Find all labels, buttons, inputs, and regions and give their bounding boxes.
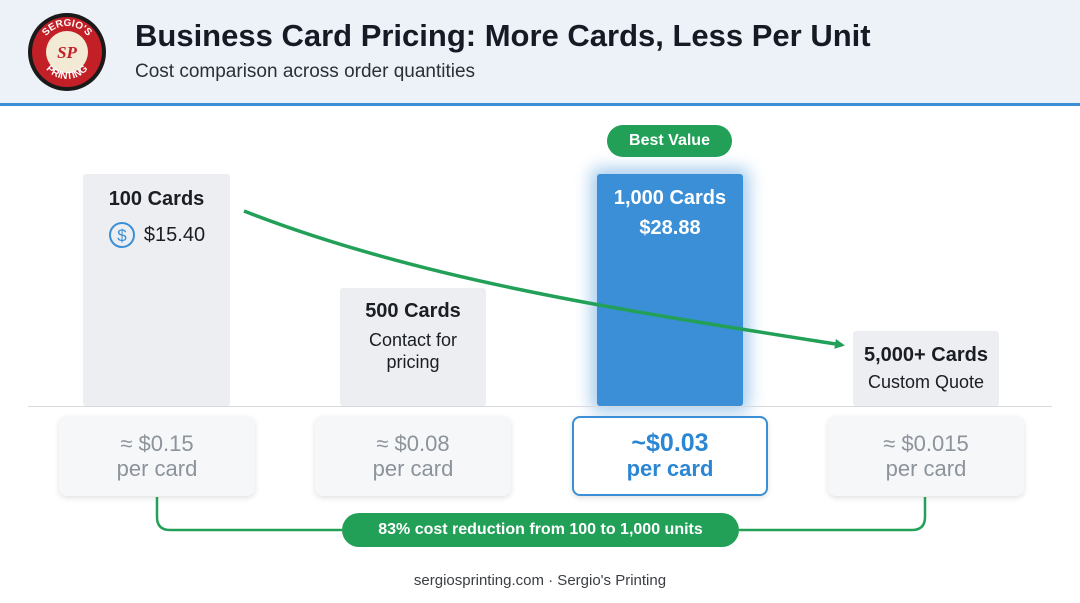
page-subtitle: Cost comparison across order quantities [135, 61, 476, 82]
cost-reduction-callout: 83% cost reduction from 100 to 1,000 uni… [342, 513, 739, 547]
svg-text:$: $ [117, 226, 127, 245]
trend-arrow [243, 209, 845, 349]
bracket-left [155, 497, 342, 532]
bar-100-price-row: $ $15.40 [83, 221, 230, 249]
bar-1000-category: 1,000 Cards [613, 187, 727, 209]
bracket-right [739, 497, 927, 532]
per-card-1000-unit: per card [626, 456, 714, 481]
bar-100-price: $15.40 [143, 223, 206, 246]
svg-text:PRINTING: PRINTING [44, 63, 91, 82]
per-card-5000-value: ≈ $0.015 [883, 431, 969, 456]
per-card-5000: ≈ $0.015 per card [828, 416, 1024, 496]
per-card-5000-unit: per card [885, 456, 967, 481]
per-card-100-unit: per card [116, 456, 198, 481]
bar-500-category: 500 Cards [365, 300, 461, 322]
per-card-1000-value: ~$0.03 [631, 429, 709, 457]
logo-monogram: SP [57, 43, 77, 62]
per-card-500: ≈ $0.08 per card [315, 416, 511, 496]
per-card-1000: ~$0.03 per card [572, 416, 768, 496]
header: SERGIO'S SP PRINTING Business Card Prici… [0, 0, 1080, 106]
bar-5000-price: Custom Quote [867, 372, 985, 392]
best-value-badge: Best Value [607, 125, 732, 157]
bar-5000-category: 5,000+ Cards [864, 344, 988, 366]
page-title: Business Card Pricing: More Cards, Less … [135, 18, 871, 53]
bar-5000-cards: 5,000+ Cards Custom Quote [853, 331, 999, 406]
bar-1000-price: $28.88 [639, 217, 701, 239]
sergios-printing-logo: SERGIO'S SP PRINTING [28, 13, 106, 91]
bar-500-price: Contact for pricing [368, 330, 458, 372]
per-card-500-unit: per card [372, 456, 454, 481]
bar-1000-cards: 1,000 Cards $28.88 [597, 174, 743, 406]
bar-500-cards: 500 Cards Contact for pricing [340, 288, 486, 406]
bar-100-category: 100 Cards [108, 188, 205, 210]
per-card-100-value: ≈ $0.15 [120, 431, 194, 456]
chart-baseline [28, 406, 1052, 407]
per-card-500-value: ≈ $0.08 [376, 431, 450, 456]
footer-text: sergiosprinting.com · Sergio's Printing [413, 572, 667, 589]
dollar-icon: $ [108, 222, 135, 248]
bar-100-cards: 100 Cards $ $15.40 [83, 174, 230, 406]
logo-text-bottom: PRINTING [44, 63, 91, 82]
per-card-100: ≈ $0.15 per card [59, 416, 255, 496]
